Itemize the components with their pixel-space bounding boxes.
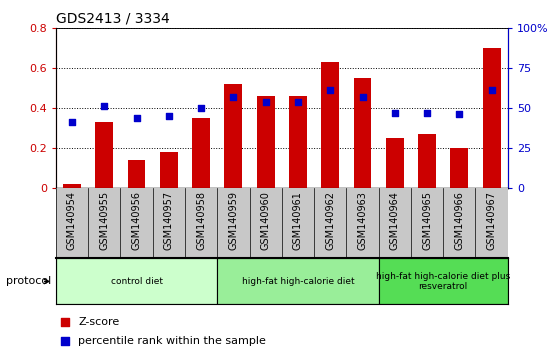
Bar bbox=[483, 48, 501, 188]
Point bbox=[455, 112, 464, 117]
Text: GSM140965: GSM140965 bbox=[422, 191, 432, 250]
Text: percentile rank within the sample: percentile rank within the sample bbox=[78, 336, 266, 346]
Point bbox=[229, 94, 238, 100]
Bar bbox=[418, 134, 436, 188]
Point bbox=[422, 110, 431, 116]
Text: protocol: protocol bbox=[6, 276, 51, 286]
Text: Z-score: Z-score bbox=[78, 318, 119, 327]
Bar bbox=[192, 118, 210, 188]
Bar bbox=[450, 148, 468, 188]
Text: GSM140954: GSM140954 bbox=[67, 191, 77, 250]
Text: control diet: control diet bbox=[110, 277, 162, 286]
Point bbox=[391, 110, 400, 116]
Point bbox=[60, 338, 69, 343]
Point bbox=[100, 103, 109, 109]
Point bbox=[326, 88, 335, 93]
Text: GSM140960: GSM140960 bbox=[261, 191, 271, 250]
Text: GSM140967: GSM140967 bbox=[487, 191, 497, 250]
Text: GSM140958: GSM140958 bbox=[196, 191, 206, 250]
Point bbox=[165, 113, 174, 119]
Point bbox=[68, 120, 76, 125]
Point bbox=[261, 99, 270, 104]
Bar bbox=[379, 258, 508, 304]
Bar bbox=[63, 184, 81, 188]
Bar bbox=[386, 138, 403, 188]
Point bbox=[487, 88, 496, 93]
Text: GSM140959: GSM140959 bbox=[228, 191, 238, 250]
Text: GSM140956: GSM140956 bbox=[132, 191, 142, 250]
Text: GSM140955: GSM140955 bbox=[99, 191, 109, 250]
Bar bbox=[354, 78, 372, 188]
Text: GSM140957: GSM140957 bbox=[164, 191, 174, 250]
Bar bbox=[321, 62, 339, 188]
Text: GSM140963: GSM140963 bbox=[358, 191, 368, 250]
Point bbox=[196, 105, 205, 111]
Text: GSM140961: GSM140961 bbox=[293, 191, 303, 250]
Bar bbox=[160, 152, 177, 188]
Text: GDS2413 / 3334: GDS2413 / 3334 bbox=[56, 12, 170, 26]
Text: high-fat high-calorie diet: high-fat high-calorie diet bbox=[242, 277, 354, 286]
Text: GSM140964: GSM140964 bbox=[390, 191, 400, 250]
Bar bbox=[56, 258, 217, 304]
Point bbox=[358, 94, 367, 100]
Point bbox=[60, 320, 69, 325]
Text: GSM140962: GSM140962 bbox=[325, 191, 335, 250]
Point bbox=[294, 99, 302, 104]
Point bbox=[132, 115, 141, 120]
Text: high-fat high-calorie diet plus
resveratrol: high-fat high-calorie diet plus resverat… bbox=[376, 272, 511, 291]
Bar bbox=[224, 84, 242, 188]
Bar bbox=[217, 258, 379, 304]
Bar bbox=[95, 122, 113, 188]
Bar bbox=[128, 160, 146, 188]
Text: GSM140966: GSM140966 bbox=[454, 191, 464, 250]
Bar bbox=[289, 96, 307, 188]
Bar bbox=[257, 96, 275, 188]
